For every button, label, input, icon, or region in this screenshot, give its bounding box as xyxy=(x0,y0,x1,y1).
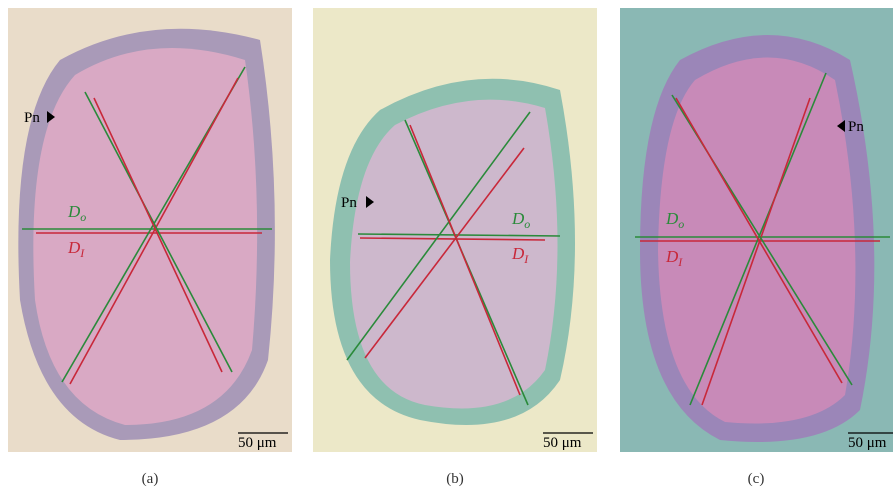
panel-b: Pn Do DI 50 μm xyxy=(313,8,597,452)
pointer-label: Pn xyxy=(848,119,864,135)
scale-bar-label: 50 μm xyxy=(848,435,887,451)
caption: (a) xyxy=(142,471,159,487)
panel-c: Pn Do DI 50 μm xyxy=(620,8,893,452)
inner-diameter-label: DI xyxy=(665,247,683,269)
pointer-label: Pn xyxy=(24,110,40,126)
inner-diameter-label: DI xyxy=(67,238,85,260)
inner-diameter-label: DI xyxy=(511,244,529,266)
caption: (c) xyxy=(748,471,765,487)
panel-a: Pn Do DI 50 μm xyxy=(8,8,292,452)
pointer-label: Pn xyxy=(341,195,357,211)
outer-diameter-label: Do xyxy=(67,202,86,224)
caption: (b) xyxy=(446,471,464,487)
scale-bar-label: 50 μm xyxy=(543,435,582,451)
scale-bar-label: 50 μm xyxy=(238,435,277,451)
outer-diameter-label: Do xyxy=(511,209,530,231)
outer-diameter-label: Do xyxy=(665,209,684,231)
